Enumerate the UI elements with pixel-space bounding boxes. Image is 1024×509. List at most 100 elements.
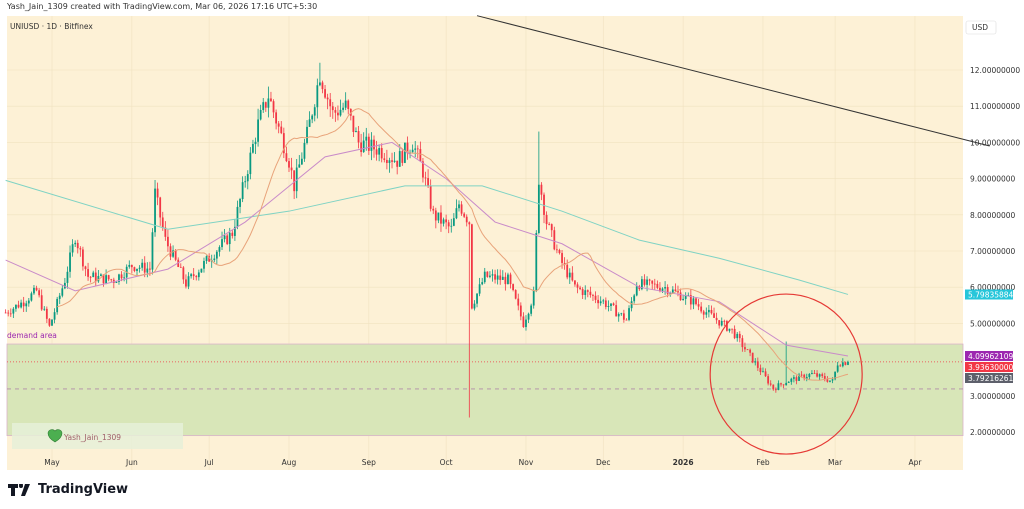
candle-body [671,289,674,293]
candle-body [187,276,190,287]
candle-body [360,142,363,153]
candle-body [744,347,746,350]
candle-body [834,371,837,380]
candle-body [434,210,437,221]
candle-body [110,279,113,281]
candle-body [179,266,182,268]
price-label-text: 3.79216261 [968,374,1014,383]
candle-body [4,312,7,314]
candle-body [380,148,383,159]
candle-body [69,252,71,272]
candle-body [628,308,630,320]
x-tick-label: Jul [204,458,214,467]
candle-body [337,112,339,116]
candle-body [66,271,69,283]
candle-body [148,268,151,270]
candle-body [197,272,200,278]
candle-body [581,289,584,295]
candle-body [697,304,700,307]
watermark-text: Yash_Jain_1309 [63,433,121,442]
candle-body [141,262,144,268]
candle-body [643,279,646,285]
candle-body [45,308,48,319]
candle-body [61,288,64,296]
candle-body [769,383,772,385]
candle-body [329,99,332,107]
candle-body [710,309,713,314]
candle-body [267,98,270,108]
candle-body [607,306,610,307]
candle-body [383,158,386,160]
candle-body [367,136,370,151]
candle-body [208,256,211,262]
trendline [476,15,990,147]
candle-body [432,208,435,211]
candle-body [401,151,404,163]
candle-body [491,274,494,276]
candle-body [362,140,365,153]
candle-body [507,274,509,285]
watermark: Yash_Jain_1309 [12,423,183,449]
candle-body [584,290,587,295]
candle-body [146,268,149,273]
candle-body [442,219,445,224]
watermark-box [12,423,183,449]
candle-body [661,288,664,291]
x-tick-label: Mar [828,458,843,467]
candle-body [38,290,41,296]
candle-body [154,188,156,233]
y-tick-label: 7.00000000 [970,247,1016,256]
candle-body [478,284,481,294]
candle-body [249,152,252,175]
candle-body [751,352,754,363]
candle-body [589,291,592,296]
demand-area-zone [6,343,964,437]
candle-body [749,349,751,353]
candle-body [517,298,520,306]
candle-body [414,148,417,150]
candle-body [790,378,793,382]
candle-body [805,377,808,379]
candle-body [630,301,633,309]
candle-body [71,244,74,253]
candle-body [481,282,484,285]
candle-body [501,276,504,280]
candle-body [450,225,453,227]
x-tick-label: Dec [596,458,611,467]
candle-body [159,197,162,218]
candle-body [612,303,615,306]
candle-body [579,287,581,290]
candle-body [785,382,788,386]
y-tick-label: 10.00000000 [970,138,1020,147]
candle-body [352,115,355,132]
currency-button[interactable] [965,20,997,35]
candle-body [218,247,221,252]
candle-body [365,136,368,141]
candle-body [829,380,831,382]
candle-body [682,298,685,301]
y-tick-label: 12.00000000 [970,66,1020,75]
candle-body [48,318,51,326]
candle-body [321,82,324,90]
candle-body [277,123,280,127]
candle-body [427,178,429,186]
candle-body [254,141,257,145]
candle-body [344,100,347,108]
candle-body [334,110,337,113]
candle-body [270,98,272,102]
candle-body [713,313,715,318]
candle-body [326,97,329,100]
candle-body [561,253,563,263]
candle-body [656,283,659,288]
candle-body [143,262,146,273]
y-tick-label: 8.00000000 [970,211,1016,220]
candle-body [396,160,399,167]
candle-body [836,365,839,372]
candle-body [787,381,790,383]
candle-body [707,309,710,313]
candle-body [504,276,507,285]
candle-body [87,269,89,277]
moving-average-line [5,141,849,357]
candle-body [615,305,618,317]
